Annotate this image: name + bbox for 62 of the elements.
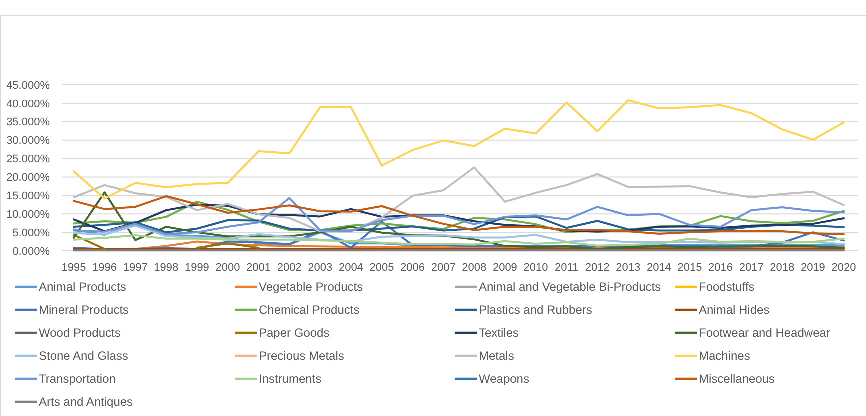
legend-label: Miscellaneous: [699, 372, 776, 386]
x-tick-label: 1997: [123, 262, 148, 274]
x-tick-label: 1995: [62, 262, 86, 274]
legend-label: Stone And Glass: [39, 349, 128, 364]
x-tick-label: 2012: [585, 262, 610, 274]
legend-label: Precious Metals: [259, 349, 344, 364]
x-tick-label: 2020: [832, 262, 856, 274]
x-tick-label: 1996: [92, 262, 118, 274]
legend-label: Transportation: [39, 372, 116, 386]
x-tick-label: 2004: [338, 262, 364, 274]
x-tick-label: 2019: [800, 262, 826, 274]
y-tick-label: 20.000%: [6, 172, 50, 184]
line-series: [73, 99, 845, 200]
x-tick-label: 2011: [554, 262, 579, 274]
x-tick-label: 1998: [154, 262, 179, 274]
line-series: [73, 234, 845, 247]
legend-label: Animal Hides: [699, 303, 770, 318]
y-tick-label: 30.000%: [6, 135, 50, 148]
x-tick-label: 1999: [184, 262, 210, 274]
x-tick-label: 2005: [370, 262, 394, 274]
x-tick-label: 2017: [739, 262, 764, 274]
legend-label: Arts and Antiques: [39, 395, 134, 410]
y-tick-label: 45.000%: [6, 80, 50, 92]
legend-label: Mineral Products: [39, 303, 130, 318]
x-tick-label: 2015: [678, 262, 702, 274]
y-tick-label: 15.000%: [6, 190, 50, 203]
y-tick-label: 35.000%: [6, 116, 50, 129]
legend-label: Instruments: [259, 372, 322, 386]
legend-label: Footwear and Headwear: [699, 326, 830, 340]
legend-label: Machines: [699, 349, 750, 364]
legend-label: Animal Products: [39, 280, 126, 294]
x-tick-label: 2008: [462, 262, 487, 274]
legend-label: Metals: [479, 349, 514, 364]
legend-label: Wood Products: [39, 326, 121, 340]
line-series: [73, 216, 845, 234]
x-tick-label: 2002: [277, 262, 302, 274]
x-tick-label: 2003: [308, 262, 333, 274]
x-tick-label: 2009: [492, 262, 518, 274]
legend-label: Plastics and Rubbers: [479, 303, 592, 318]
legend-label: Chemical Products: [259, 303, 360, 318]
legend-label: Paper Goods: [259, 326, 330, 340]
legend-label: Animal and Vegetable Bi-Products: [479, 280, 662, 294]
x-tick-label: 2014: [646, 262, 672, 274]
legend-label: Vegetable Products: [259, 280, 364, 294]
y-tick-label: 5.000%: [12, 227, 50, 240]
x-tick-label: 2010: [524, 262, 548, 274]
x-tick-label: 2013: [616, 262, 641, 274]
x-tick-label: 2007: [431, 262, 456, 274]
y-tick-label: 0.000%: [12, 246, 50, 258]
x-tick-label: 2018: [770, 262, 795, 274]
x-tick-label: 2001: [246, 262, 272, 274]
legend-label: Foodstuffs: [699, 280, 755, 294]
y-tick-label: 25.000%: [6, 154, 50, 166]
line-series: [73, 166, 845, 233]
x-tick-label: 2006: [400, 262, 426, 274]
legend-label: Weapons: [479, 372, 530, 386]
y-tick-label: 10.000%: [6, 208, 50, 221]
y-tick-label: 40.000%: [6, 98, 50, 110]
line-series: [73, 192, 845, 250]
legend-label: Textiles: [479, 326, 520, 340]
x-tick-label: 2016: [708, 262, 734, 274]
x-tick-label: 2000: [216, 262, 240, 274]
